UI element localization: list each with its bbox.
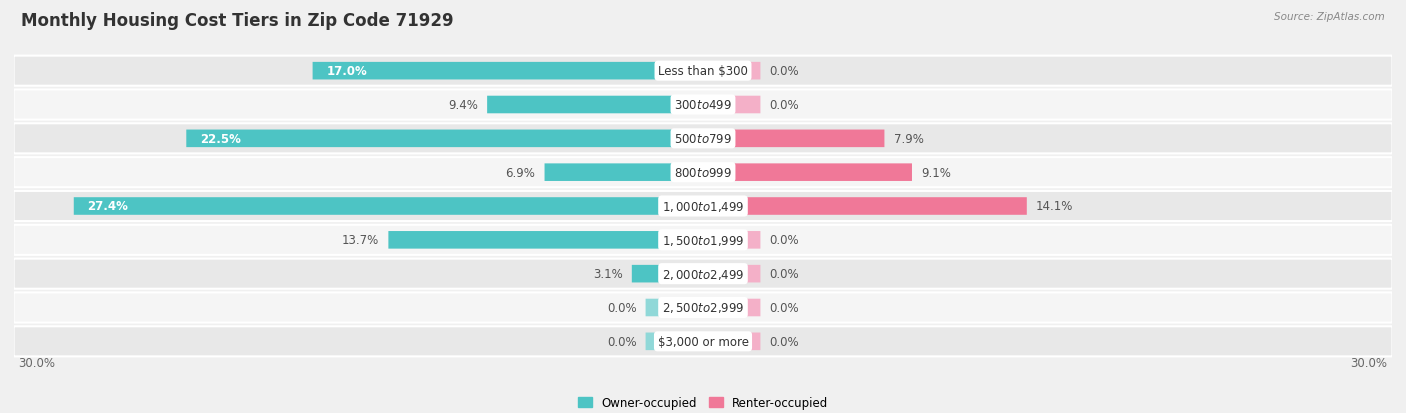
Legend: Owner-occupied, Renter-occupied: Owner-occupied, Renter-occupied [572, 392, 834, 413]
Text: 22.5%: 22.5% [200, 133, 240, 145]
FancyBboxPatch shape [14, 57, 1392, 86]
FancyBboxPatch shape [14, 225, 1392, 255]
Text: $1,000 to $1,499: $1,000 to $1,499 [662, 199, 744, 214]
Text: 6.9%: 6.9% [506, 166, 536, 179]
FancyBboxPatch shape [703, 198, 1026, 215]
Text: 13.7%: 13.7% [342, 234, 380, 247]
Text: 0.0%: 0.0% [769, 234, 799, 247]
Text: 30.0%: 30.0% [1350, 356, 1388, 369]
Text: Source: ZipAtlas.com: Source: ZipAtlas.com [1274, 12, 1385, 22]
FancyBboxPatch shape [645, 299, 703, 316]
FancyBboxPatch shape [73, 198, 703, 215]
FancyBboxPatch shape [703, 63, 761, 80]
FancyBboxPatch shape [703, 231, 761, 249]
Text: 0.0%: 0.0% [769, 301, 799, 314]
Text: 0.0%: 0.0% [769, 65, 799, 78]
Text: $3,000 or more: $3,000 or more [658, 335, 748, 348]
Text: $2,000 to $2,499: $2,000 to $2,499 [662, 267, 744, 281]
FancyBboxPatch shape [645, 333, 703, 350]
Text: 27.4%: 27.4% [87, 200, 128, 213]
Text: Monthly Housing Cost Tiers in Zip Code 71929: Monthly Housing Cost Tiers in Zip Code 7… [21, 12, 454, 30]
FancyBboxPatch shape [14, 124, 1392, 154]
Text: 3.1%: 3.1% [593, 268, 623, 280]
Text: 0.0%: 0.0% [769, 335, 799, 348]
FancyBboxPatch shape [703, 333, 761, 350]
FancyBboxPatch shape [14, 293, 1392, 323]
Text: 17.0%: 17.0% [326, 65, 367, 78]
Text: $2,500 to $2,999: $2,500 to $2,999 [662, 301, 744, 315]
FancyBboxPatch shape [703, 97, 761, 114]
FancyBboxPatch shape [186, 130, 703, 148]
Text: 0.0%: 0.0% [607, 335, 637, 348]
FancyBboxPatch shape [14, 259, 1392, 289]
Text: 0.0%: 0.0% [769, 99, 799, 112]
Text: 30.0%: 30.0% [18, 356, 56, 369]
FancyBboxPatch shape [703, 130, 884, 148]
FancyBboxPatch shape [14, 192, 1392, 221]
FancyBboxPatch shape [703, 299, 761, 316]
Text: $800 to $999: $800 to $999 [673, 166, 733, 179]
FancyBboxPatch shape [14, 327, 1392, 356]
FancyBboxPatch shape [14, 158, 1392, 188]
Text: $300 to $499: $300 to $499 [673, 99, 733, 112]
FancyBboxPatch shape [544, 164, 703, 182]
FancyBboxPatch shape [486, 97, 703, 114]
FancyBboxPatch shape [631, 265, 703, 283]
FancyBboxPatch shape [703, 265, 761, 283]
FancyBboxPatch shape [388, 231, 703, 249]
Text: 0.0%: 0.0% [769, 268, 799, 280]
Text: 7.9%: 7.9% [894, 133, 924, 145]
Text: $1,500 to $1,999: $1,500 to $1,999 [662, 233, 744, 247]
FancyBboxPatch shape [312, 63, 703, 80]
FancyBboxPatch shape [14, 90, 1392, 120]
FancyBboxPatch shape [703, 164, 912, 182]
Text: 14.1%: 14.1% [1036, 200, 1073, 213]
Text: $500 to $799: $500 to $799 [673, 133, 733, 145]
Text: Less than $300: Less than $300 [658, 65, 748, 78]
Text: 9.4%: 9.4% [449, 99, 478, 112]
Text: 0.0%: 0.0% [607, 301, 637, 314]
Text: 9.1%: 9.1% [921, 166, 950, 179]
